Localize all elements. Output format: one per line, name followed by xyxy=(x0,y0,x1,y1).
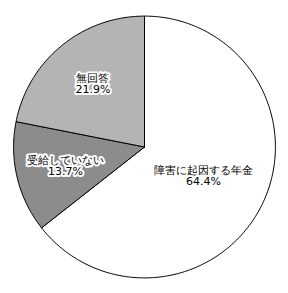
svg-text:障害に起因する年金64.4%: 障害に起因する年金64.4% xyxy=(154,164,253,188)
svg-text:受給していない13.7%: 受給していない13.7% xyxy=(27,154,104,178)
svg-text:無回答21.9%: 無回答21.9% xyxy=(75,72,110,96)
